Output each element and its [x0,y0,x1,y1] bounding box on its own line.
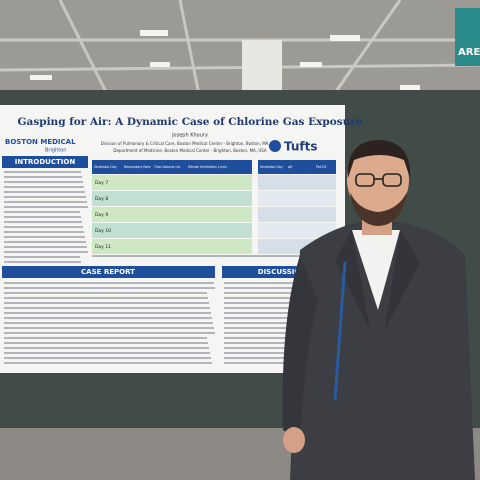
authors: Joseph Khoury [171,133,208,139]
table-header-text: Minute Ventilation L/min [188,165,227,169]
ceiling-lights [30,30,420,90]
section-header [2,266,215,278]
section-title: CASE REPORT [81,268,135,276]
poster-title: Gasping for Air: A Dynamic Case of Chlor… [18,116,363,128]
section-title: DISCUSSION [258,268,307,276]
table-header-text: PaCO2 [316,165,327,169]
table-day: Day 7 [95,180,108,186]
section-header [2,156,88,168]
table-day: Day 10 [95,228,111,234]
table-header [92,160,252,174]
sign [455,8,480,66]
logo-right: Tufts [284,140,318,154]
table-row [92,191,252,206]
sign-text: AREA [458,47,480,58]
person [282,140,475,480]
logo-left: BOSTON MEDICAL [5,138,76,146]
table-header-text: Ventilator Day [260,165,283,169]
table-day: Day 8 [95,196,108,202]
table-row [258,207,336,222]
ceiling [0,0,480,100]
table-row [258,223,336,238]
table-row [258,191,336,206]
table-row [92,223,252,238]
table-day: Day 11 [95,244,111,250]
affiliation: Division of Pulmonary & Critical Care, B… [101,141,280,146]
table-day: Day 9 [95,212,108,218]
table-row [92,207,252,222]
table-header-text: Respiratory Rate [124,165,151,169]
logo-left-sub: Brighton [45,148,66,154]
logo-icon [269,140,281,152]
table: Ventilator Day Respiratory Rate Tidal Volu… [92,160,336,254]
section-title: INTRODUCTION [15,158,76,166]
affiliation: Department of Medicine, Boston Medical C… [113,148,266,153]
table-row [258,175,336,190]
ceiling-beams [0,0,480,101]
table-header [258,160,336,174]
table-header-text: Tidal Volume mL [153,165,181,169]
table-header-text: pH [288,165,293,169]
table-header-text: Ventilator Day [94,165,117,169]
table-row [92,175,252,190]
table-row [92,239,252,254]
